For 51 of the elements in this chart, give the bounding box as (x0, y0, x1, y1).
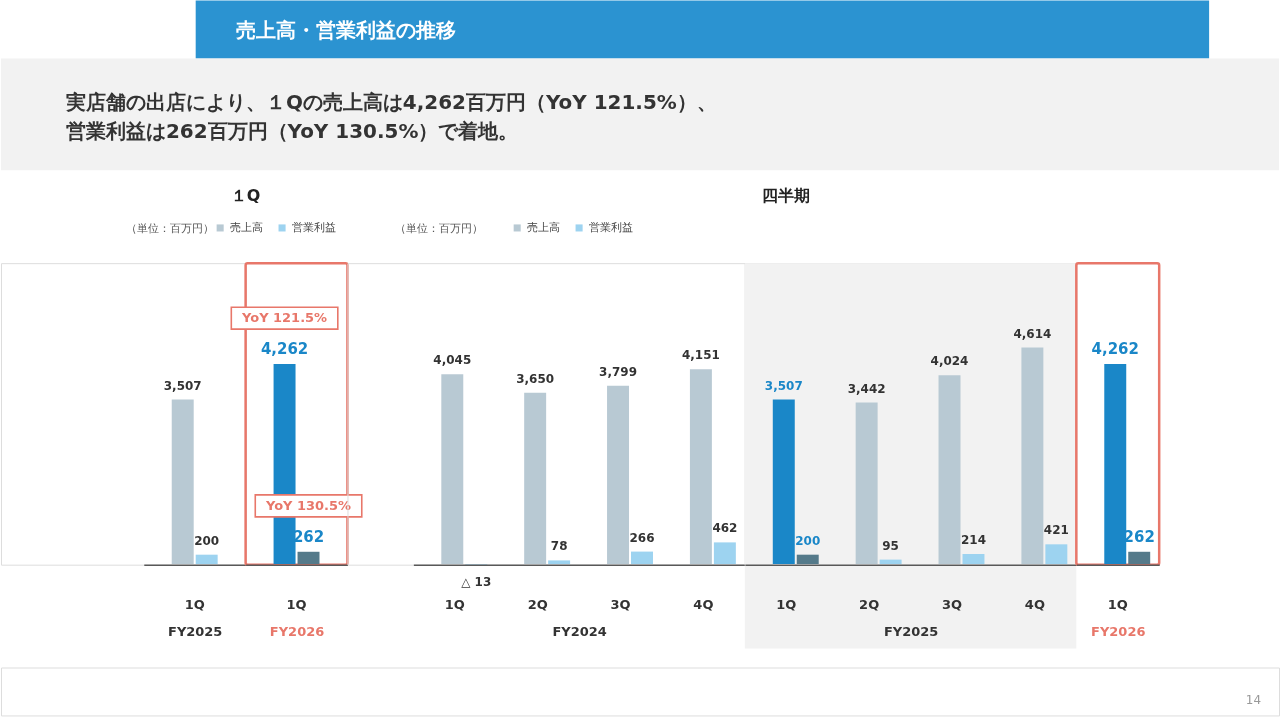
data-label: 4,024 (930, 354, 969, 369)
data-label: 262 (1123, 527, 1155, 546)
data-label: 4,262 (1091, 340, 1139, 359)
x-axis-title: FY2025 (883, 624, 939, 640)
data-label: 78 (550, 539, 568, 554)
text: １Q (230, 186, 261, 206)
legend-label: 売上高 (229, 220, 263, 234)
text: 14 (1245, 693, 1262, 708)
legend-label: 営業利益 (291, 220, 336, 234)
data-label: 95 (882, 538, 899, 553)
data-label: 266 (629, 530, 655, 545)
x-tick-label: 4Q (1024, 597, 1045, 613)
x-tick-label: 1Q (286, 597, 307, 613)
text: 売上高・営業利益の推移 (235, 17, 456, 42)
text: 四半期 (762, 186, 811, 206)
data-label: 4,614 (1013, 326, 1052, 341)
data-label: 4,262 (260, 340, 309, 359)
x-axis-title: FY2025 (168, 624, 223, 640)
x-axis-title: FY2026 (1091, 624, 1146, 640)
x-tick-label: 3Q (610, 597, 631, 613)
text: （単位：百万円） (125, 222, 214, 236)
data-label: 3,442 (847, 381, 886, 396)
x-tick-label: 1Q (184, 597, 205, 613)
x-tick-label: 1Q (776, 597, 797, 613)
data-label: 3,799 (599, 364, 637, 379)
x-axis-title: FY2024 (552, 624, 607, 640)
data-label: 262 (292, 527, 325, 546)
data-label: 462 (712, 521, 738, 536)
data-label: 4,045 (433, 353, 472, 368)
legend-label: 営業利益 (588, 220, 633, 234)
legend-label: 売上高 (526, 220, 560, 234)
data-label: 3,650 (516, 371, 555, 386)
annotation: YoY 121.5% (241, 310, 328, 326)
x-axis-title: FY2026 (269, 624, 325, 640)
data-label: 3,507 (163, 378, 202, 393)
annotation: YoY 130.5% (264, 497, 352, 513)
data-label: 200 (194, 533, 220, 548)
x-tick-label: 3Q (941, 597, 963, 613)
data-label: 421 (1043, 523, 1069, 538)
text: 実店舗の出店により、１Qの売上高は4,262百万円（YoY 121.5%）、営業利益は262百万円（YoY 130.5%）で着地。 (64, 90, 717, 144)
x-tick-label: 2Q (527, 597, 548, 613)
x-tick-label: 1Q (1107, 597, 1128, 613)
x-tick-label: 2Q (859, 597, 880, 613)
data-label: 3,507 (764, 378, 803, 393)
data-label: 214 (960, 533, 986, 548)
x-tick-label: 1Q (444, 597, 465, 613)
annotation: △ 13 (461, 574, 492, 589)
x-tick-label: 4Q (693, 597, 714, 613)
data-label: 4,151 (681, 348, 720, 363)
data-label: 200 (795, 533, 821, 548)
text: （単位：百万円） (395, 222, 484, 236)
